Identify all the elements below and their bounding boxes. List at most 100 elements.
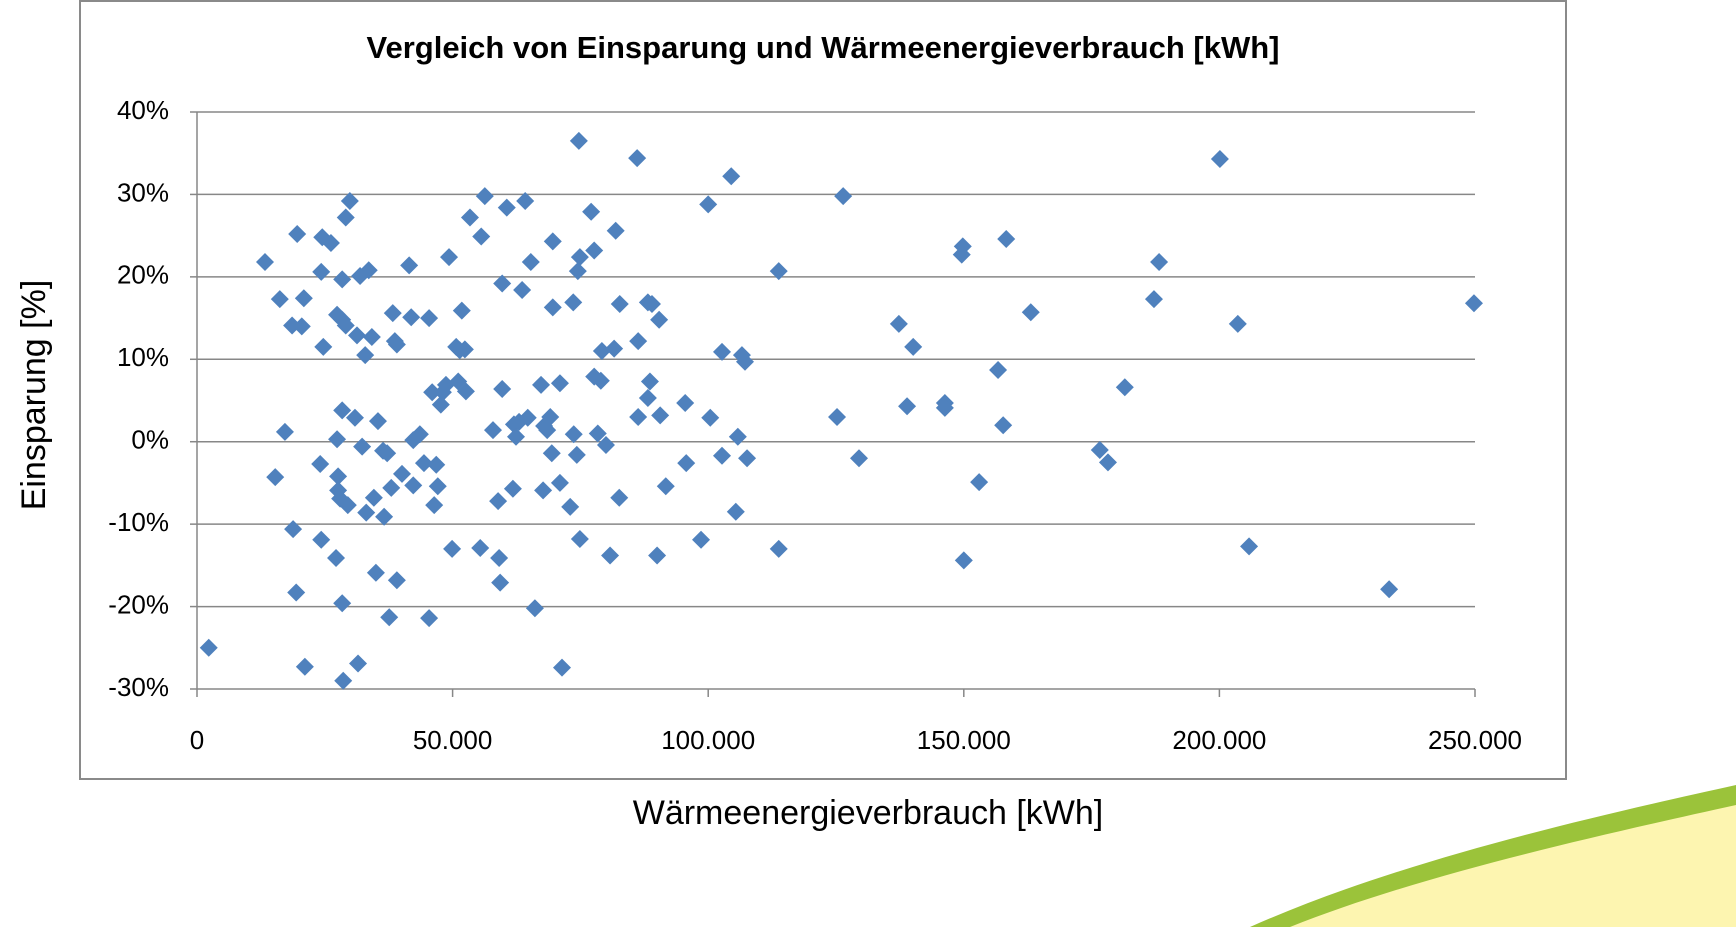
point — [378, 444, 397, 463]
point — [287, 583, 306, 602]
point — [368, 412, 387, 431]
point — [328, 430, 347, 449]
point — [713, 446, 732, 465]
point — [414, 454, 433, 473]
point — [336, 316, 355, 335]
point — [493, 379, 512, 398]
point — [288, 224, 307, 243]
point — [898, 397, 917, 416]
point — [380, 608, 399, 627]
point — [1098, 453, 1117, 472]
point — [904, 337, 923, 356]
point — [321, 234, 340, 253]
point — [428, 477, 447, 496]
point — [402, 308, 421, 327]
point — [356, 346, 375, 365]
point — [629, 407, 648, 426]
point — [349, 654, 368, 673]
point — [538, 421, 557, 440]
point — [728, 427, 747, 446]
point — [676, 393, 695, 412]
point — [550, 473, 569, 492]
y-tick-label: 0% — [131, 425, 169, 455]
point — [692, 530, 711, 549]
point — [592, 342, 611, 361]
point — [628, 149, 647, 168]
point — [989, 361, 1008, 380]
point — [491, 573, 510, 592]
point — [518, 408, 537, 427]
point — [610, 488, 629, 507]
point — [333, 270, 352, 289]
point — [336, 208, 355, 227]
point — [534, 481, 553, 500]
point — [362, 328, 381, 347]
x-tick-label: 200.000 — [1172, 725, 1266, 755]
point — [994, 416, 1013, 435]
point — [314, 337, 333, 356]
y-tick-label: 30% — [117, 177, 169, 207]
point — [456, 382, 475, 401]
point — [345, 408, 364, 427]
y-axis-label: Einsparung [%] — [15, 280, 53, 511]
point — [606, 221, 625, 240]
y-tick-label: -30% — [108, 672, 169, 702]
point — [552, 658, 571, 677]
x-tick-label: 100.000 — [661, 725, 755, 755]
point — [601, 546, 620, 565]
point — [596, 436, 615, 455]
point — [550, 374, 569, 393]
point — [275, 422, 294, 441]
point — [334, 671, 353, 690]
point — [651, 406, 670, 425]
point — [1210, 149, 1229, 168]
point — [677, 454, 696, 473]
y-tick-label: 40% — [117, 95, 169, 125]
chart-frame — [79, 0, 1567, 780]
point — [420, 609, 439, 628]
point — [443, 539, 462, 558]
point — [953, 237, 972, 256]
y-tick-label: 20% — [117, 260, 169, 290]
point — [570, 248, 589, 267]
point — [255, 253, 274, 272]
point — [359, 261, 378, 280]
point — [642, 295, 661, 314]
point — [726, 502, 745, 521]
point — [382, 478, 401, 497]
point — [329, 467, 348, 486]
point — [1228, 314, 1247, 333]
point — [1115, 378, 1134, 397]
point — [521, 253, 540, 272]
point — [423, 383, 442, 402]
point — [506, 427, 525, 446]
point — [769, 262, 788, 281]
point — [404, 476, 423, 495]
point — [284, 520, 303, 539]
point — [568, 262, 587, 281]
y-tick-label: -10% — [108, 507, 169, 537]
point — [513, 281, 532, 300]
point — [490, 548, 509, 567]
point — [455, 340, 474, 359]
point — [357, 503, 376, 522]
point — [460, 208, 479, 227]
point — [542, 444, 561, 463]
point — [1144, 290, 1163, 309]
x-tick-label: 250.000 — [1428, 725, 1522, 755]
point — [889, 314, 908, 333]
point — [1240, 537, 1259, 556]
point — [582, 202, 601, 221]
y-tick-label: 10% — [117, 342, 169, 372]
point — [489, 492, 508, 511]
point — [935, 398, 954, 417]
point — [1090, 440, 1109, 459]
point — [410, 425, 429, 444]
point — [828, 407, 847, 426]
point — [736, 352, 755, 371]
point — [713, 342, 732, 361]
point — [471, 539, 490, 558]
point — [475, 187, 494, 206]
point — [497, 198, 516, 217]
